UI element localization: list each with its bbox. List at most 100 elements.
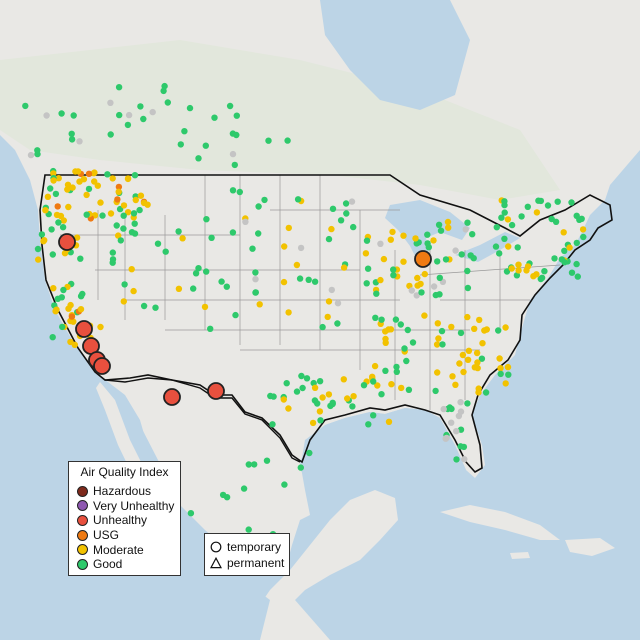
station-marker[interactable] bbox=[393, 363, 400, 371]
station-marker[interactable] bbox=[252, 269, 259, 276]
station-marker[interactable] bbox=[249, 245, 256, 252]
station-marker[interactable] bbox=[474, 359, 481, 366]
station-marker[interactable] bbox=[497, 365, 504, 372]
station-marker[interactable] bbox=[35, 256, 42, 263]
station-marker[interactable] bbox=[538, 274, 546, 281]
station-marker[interactable] bbox=[495, 327, 502, 334]
station-marker[interactable] bbox=[387, 236, 394, 243]
station-marker[interactable] bbox=[229, 229, 237, 236]
station-marker[interactable] bbox=[69, 184, 76, 191]
station-marker[interactable] bbox=[464, 313, 471, 321]
station-marker[interactable] bbox=[251, 461, 258, 468]
station-marker[interactable] bbox=[390, 272, 397, 279]
station-marker[interactable] bbox=[340, 264, 348, 271]
station-marker[interactable] bbox=[252, 289, 259, 296]
station-marker[interactable] bbox=[504, 363, 512, 371]
station-marker[interactable] bbox=[444, 218, 452, 226]
station-marker[interactable] bbox=[120, 202, 128, 209]
station-marker[interactable] bbox=[97, 323, 104, 331]
station-marker[interactable] bbox=[294, 196, 302, 203]
station-marker[interactable] bbox=[329, 205, 337, 212]
station-marker[interactable] bbox=[231, 161, 238, 169]
large-station-marker[interactable] bbox=[414, 250, 432, 268]
station-marker[interactable] bbox=[363, 280, 370, 287]
station-marker[interactable] bbox=[325, 298, 333, 305]
station-marker[interactable] bbox=[453, 456, 460, 463]
station-marker[interactable] bbox=[457, 426, 465, 433]
station-marker[interactable] bbox=[388, 381, 395, 388]
station-marker[interactable] bbox=[245, 461, 252, 468]
station-marker[interactable] bbox=[132, 196, 139, 204]
station-marker[interactable] bbox=[229, 187, 237, 194]
station-marker[interactable] bbox=[573, 239, 580, 247]
station-marker[interactable] bbox=[385, 418, 393, 425]
station-marker[interactable] bbox=[524, 203, 531, 210]
station-marker[interactable] bbox=[573, 212, 580, 219]
station-marker[interactable] bbox=[497, 370, 504, 378]
station-marker[interactable] bbox=[311, 278, 319, 285]
station-marker[interactable] bbox=[319, 323, 326, 331]
station-marker[interactable] bbox=[152, 304, 159, 311]
station-marker[interactable] bbox=[449, 373, 456, 380]
station-marker[interactable] bbox=[458, 251, 465, 258]
station-marker[interactable] bbox=[350, 393, 357, 400]
station-marker[interactable] bbox=[47, 185, 54, 192]
station-marker[interactable] bbox=[448, 419, 455, 426]
station-marker[interactable] bbox=[179, 235, 186, 242]
station-marker[interactable] bbox=[34, 245, 42, 253]
station-marker[interactable] bbox=[462, 226, 469, 233]
station-marker[interactable] bbox=[541, 268, 548, 275]
station-marker[interactable] bbox=[551, 255, 558, 262]
station-marker[interactable] bbox=[90, 170, 98, 177]
station-marker[interactable] bbox=[515, 267, 522, 274]
station-marker[interactable] bbox=[297, 464, 304, 471]
station-marker[interactable] bbox=[130, 287, 137, 295]
station-marker[interactable] bbox=[115, 183, 123, 191]
station-marker[interactable] bbox=[124, 175, 132, 183]
station-marker[interactable] bbox=[203, 268, 210, 275]
station-marker[interactable] bbox=[128, 266, 135, 273]
station-marker[interactable] bbox=[303, 375, 311, 382]
station-marker[interactable] bbox=[283, 380, 290, 387]
station-marker[interactable] bbox=[380, 255, 388, 263]
station-marker[interactable] bbox=[434, 258, 441, 265]
station-marker[interactable] bbox=[377, 240, 384, 247]
station-marker[interactable] bbox=[371, 362, 379, 370]
station-marker[interactable] bbox=[390, 266, 397, 273]
station-marker[interactable] bbox=[245, 526, 252, 533]
station-marker[interactable] bbox=[317, 417, 324, 424]
station-marker[interactable] bbox=[77, 306, 85, 313]
station-marker[interactable] bbox=[296, 275, 304, 282]
station-marker[interactable] bbox=[573, 260, 580, 268]
station-marker[interactable] bbox=[42, 207, 49, 214]
station-marker[interactable] bbox=[203, 216, 210, 223]
station-marker[interactable] bbox=[223, 283, 230, 290]
station-marker[interactable] bbox=[387, 326, 395, 333]
station-marker[interactable] bbox=[319, 394, 326, 401]
station-marker[interactable] bbox=[195, 155, 202, 162]
station-marker[interactable] bbox=[432, 387, 439, 395]
station-marker[interactable] bbox=[456, 360, 463, 367]
station-marker[interactable] bbox=[502, 380, 509, 387]
station-marker[interactable] bbox=[261, 196, 268, 204]
station-marker[interactable] bbox=[53, 306, 60, 313]
station-marker[interactable] bbox=[382, 367, 389, 374]
station-marker[interactable] bbox=[236, 188, 243, 196]
station-marker[interactable] bbox=[459, 351, 467, 359]
station-marker[interactable] bbox=[85, 170, 93, 177]
station-marker[interactable] bbox=[574, 273, 581, 280]
station-marker[interactable] bbox=[513, 272, 521, 279]
large-station-marker[interactable] bbox=[163, 388, 181, 406]
station-marker[interactable] bbox=[52, 190, 60, 198]
station-marker[interactable] bbox=[226, 102, 234, 110]
station-marker[interactable] bbox=[432, 291, 439, 299]
station-marker[interactable] bbox=[67, 301, 74, 309]
station-marker[interactable] bbox=[524, 263, 532, 270]
station-marker[interactable] bbox=[50, 170, 57, 177]
station-marker[interactable] bbox=[267, 392, 274, 400]
station-marker[interactable] bbox=[137, 103, 144, 110]
station-marker[interactable] bbox=[392, 316, 400, 323]
station-marker[interactable] bbox=[242, 218, 249, 225]
station-marker[interactable] bbox=[483, 326, 490, 333]
station-marker[interactable] bbox=[187, 510, 195, 517]
